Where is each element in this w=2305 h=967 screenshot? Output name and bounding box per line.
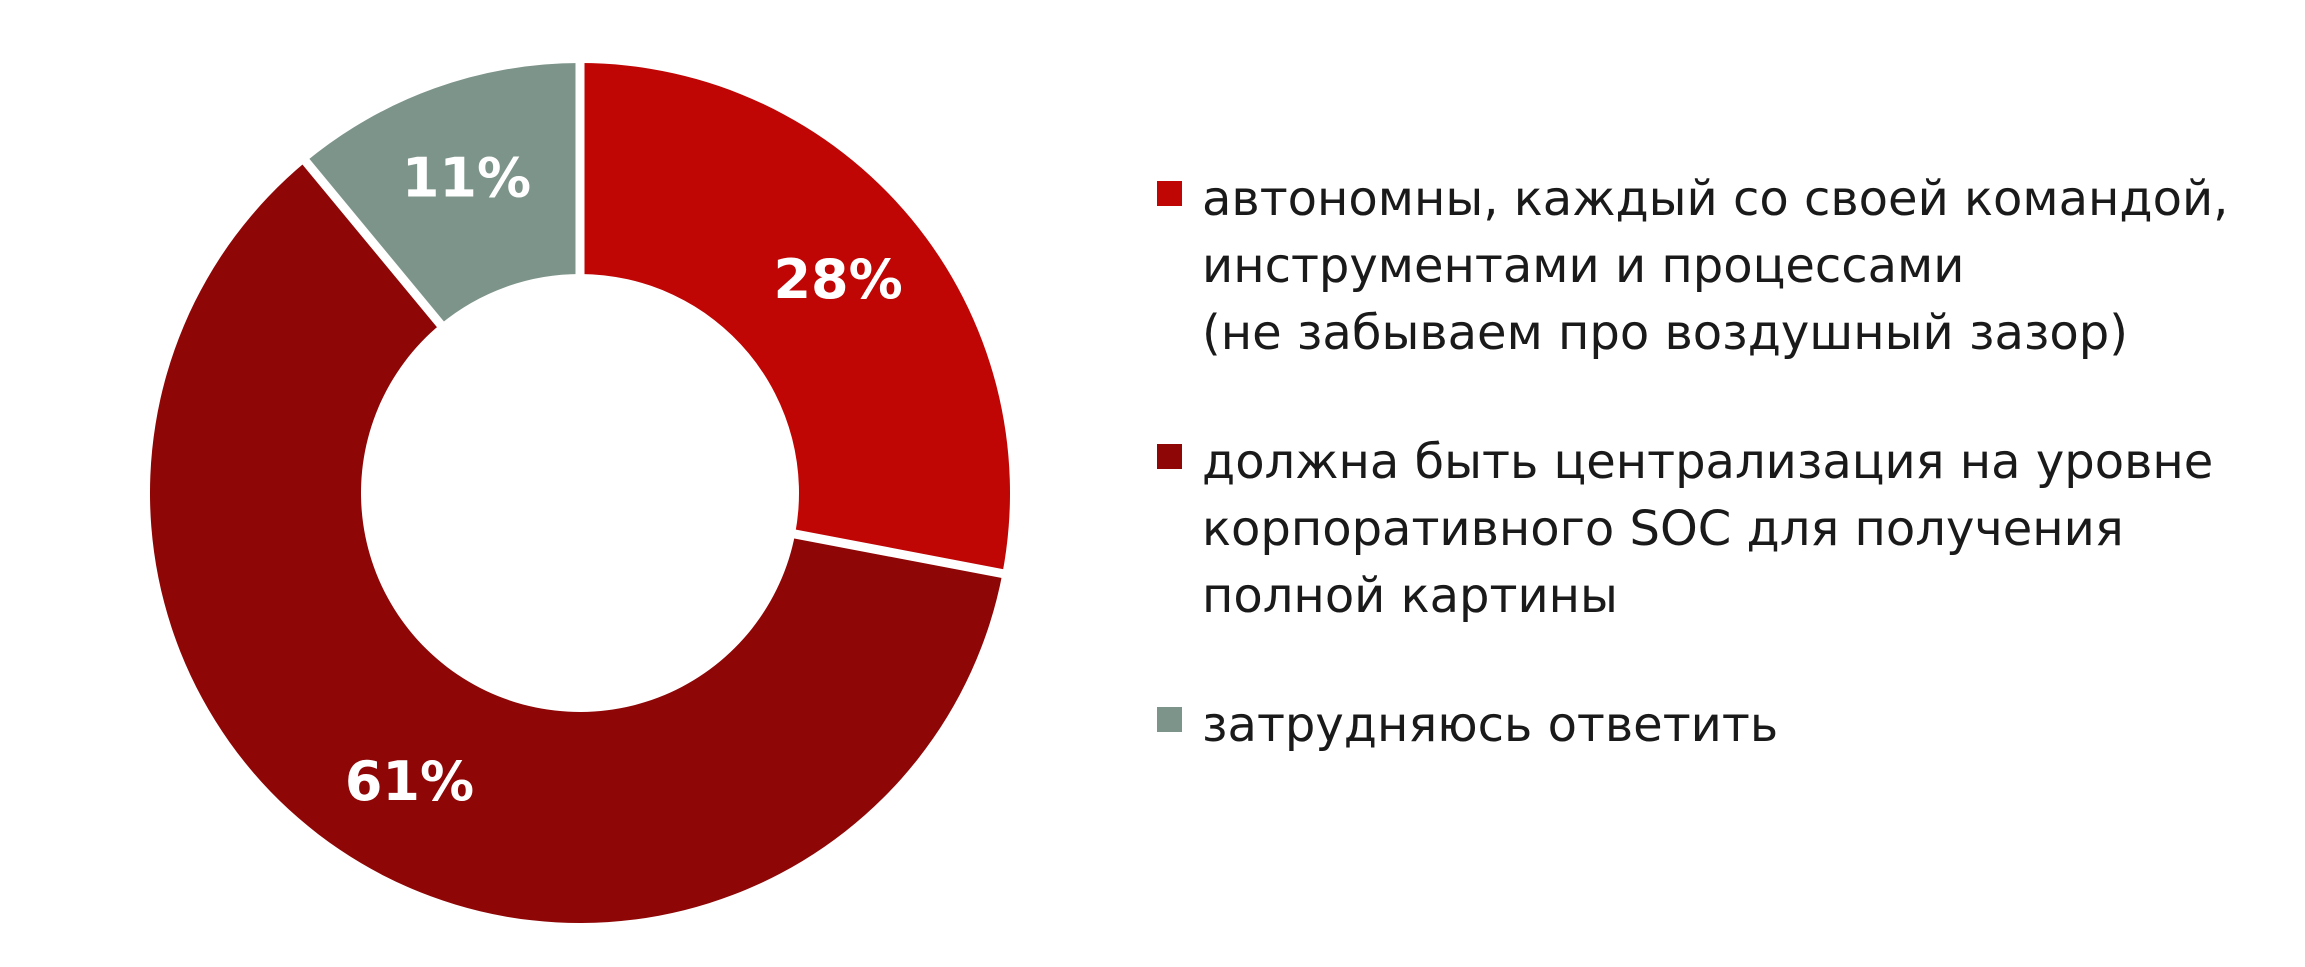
legend-item-centralization: должна быть централизация на уровне корп… — [1157, 429, 2287, 630]
donut-chart-svg: 28% 61% 11% — [149, 60, 1010, 924]
legend-line: полной картины — [1202, 568, 1618, 624]
legend-item-undecided: затрудняюсь ответить — [1157, 692, 2287, 759]
legend-line: должна быть централизация на уровне — [1202, 434, 2214, 490]
donut-slice-2 — [149, 161, 1003, 924]
legend-line: корпоративного SOC для получения — [1202, 501, 2124, 557]
legend-text-autonomous: автономны, каждый со своей командой, инс… — [1202, 166, 2228, 367]
legend-text-centralization: должна быть централизация на уровне корп… — [1202, 429, 2213, 630]
legend-swatch-gray-green — [1157, 707, 1182, 732]
legend-line: автономны, каждый со своей командой, — [1202, 171, 2229, 227]
donut-chart: 28% 61% 11% — [0, 0, 1152, 967]
slice-label-3: 11% — [402, 146, 531, 209]
legend-line: затрудняюсь ответить — [1202, 697, 1779, 753]
legend-line: (не забываем про воздушный зазор) — [1202, 305, 2128, 361]
slice-label-1: 28% — [773, 248, 902, 311]
legend-line: инструментами и процессами — [1202, 238, 1965, 294]
slice-separator — [300, 156, 451, 335]
legend-swatch-dark-red — [1157, 444, 1182, 469]
legend-text-undecided: затрудняюсь ответить — [1202, 692, 1778, 759]
slice-label-2: 61% — [345, 750, 474, 813]
legend-item-autonomous: автономны, каждый со своей командой, инс… — [1157, 166, 2287, 367]
slice-separator — [784, 527, 1007, 579]
donut-slice-1 — [580, 63, 1010, 574]
donut-slice-3 — [305, 63, 580, 325]
chart-legend: автономны, каждый со своей командой, инс… — [1157, 166, 2287, 821]
legend-swatch-bright-red — [1157, 181, 1182, 206]
